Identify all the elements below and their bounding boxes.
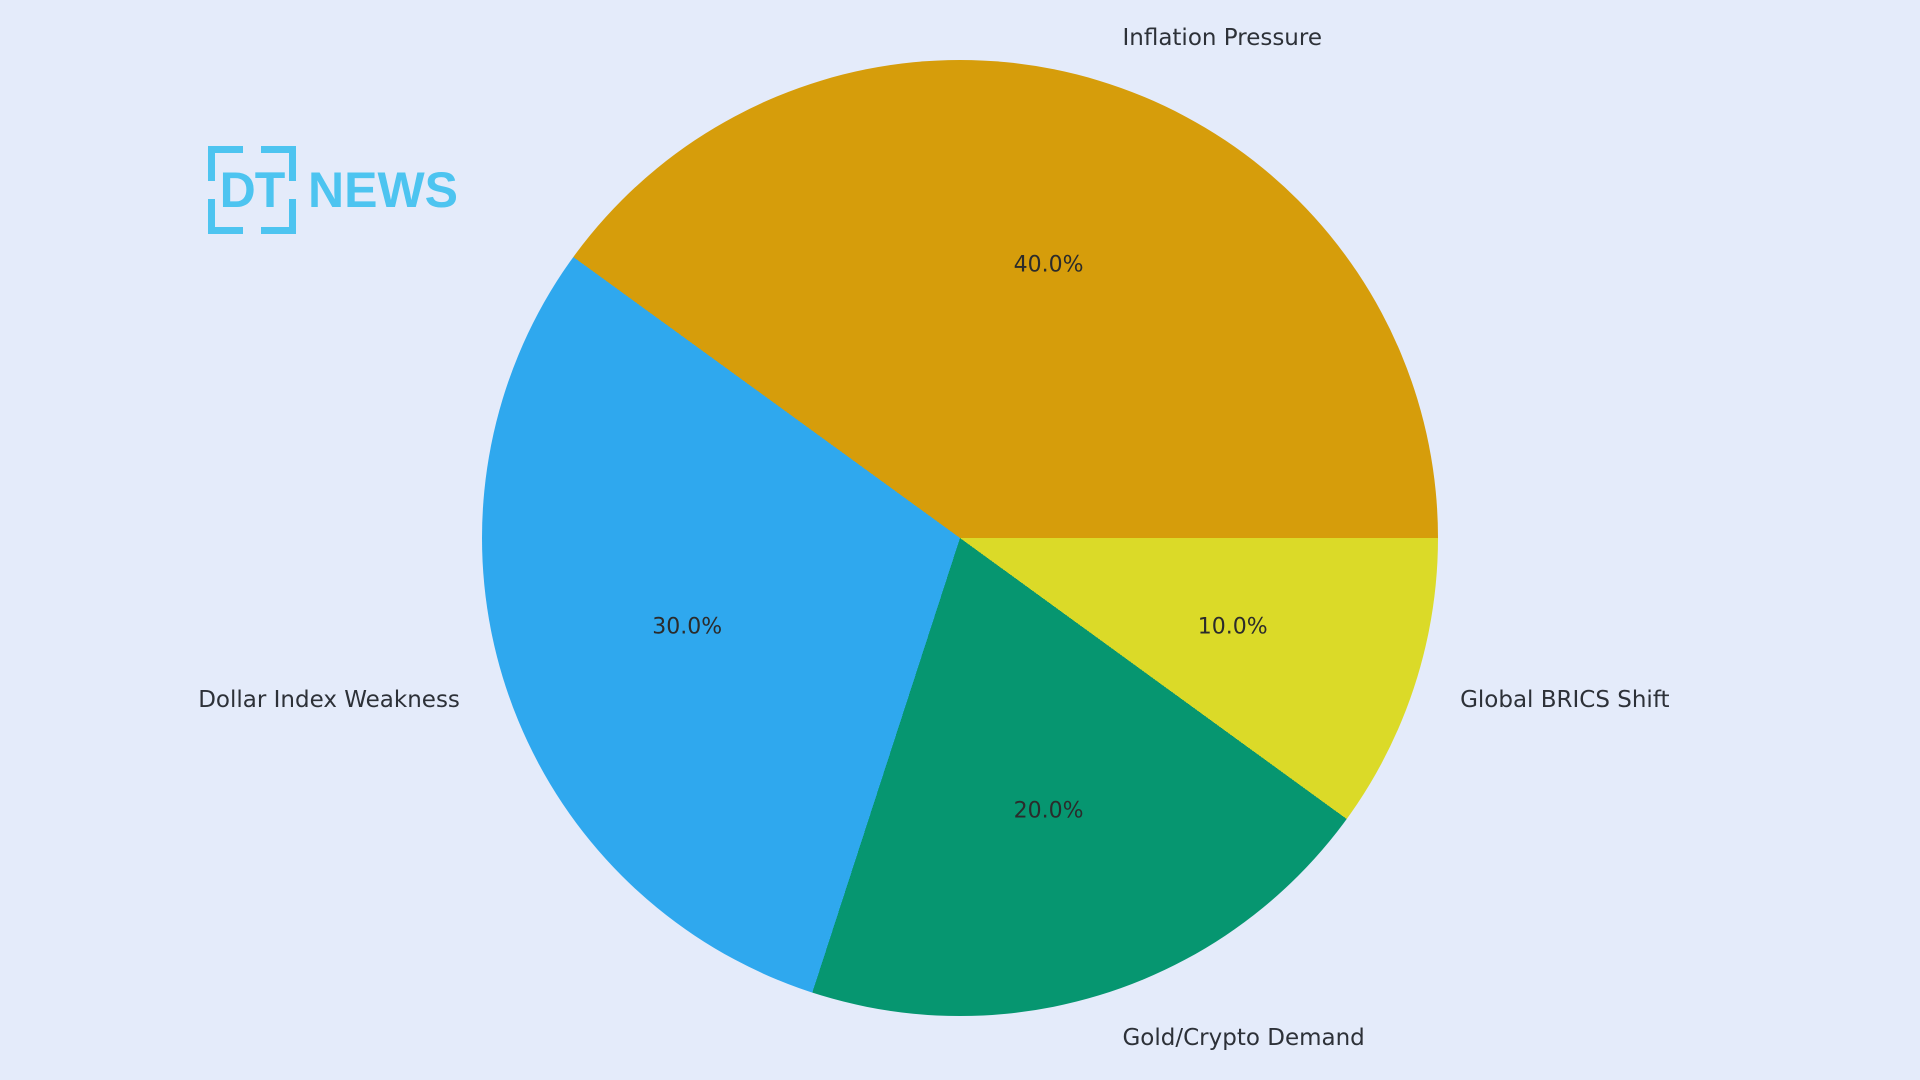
slice-percentage-1: 30.0% — [652, 614, 723, 640]
logo-dt-text: DT — [219, 162, 286, 218]
slice-label-3: Global BRICS Shift — [1460, 687, 1670, 714]
slice-percentage-2: 20.0% — [1013, 798, 1084, 824]
logo-frame-corner-bottom-right — [261, 199, 296, 234]
logo-frame: DT — [208, 146, 296, 234]
pie-chart — [482, 60, 1438, 1016]
logo-news-text: NEWS — [308, 162, 458, 218]
dt-news-logo: DT NEWS — [208, 146, 458, 234]
slice-percentage-3: 10.0% — [1197, 614, 1268, 640]
slice-label-1: Dollar Index Weakness — [198, 687, 460, 714]
slice-label-2: Gold/Crypto Demand — [1122, 1025, 1365, 1052]
logo-frame-corner-bottom-left — [208, 199, 243, 234]
slice-label-0: Inflation Pressure — [1122, 24, 1322, 51]
logo-frame-corner-top-left — [208, 146, 243, 181]
slice-percentage-0: 40.0% — [1013, 252, 1084, 278]
logo-frame-corner-top-right — [261, 146, 296, 181]
